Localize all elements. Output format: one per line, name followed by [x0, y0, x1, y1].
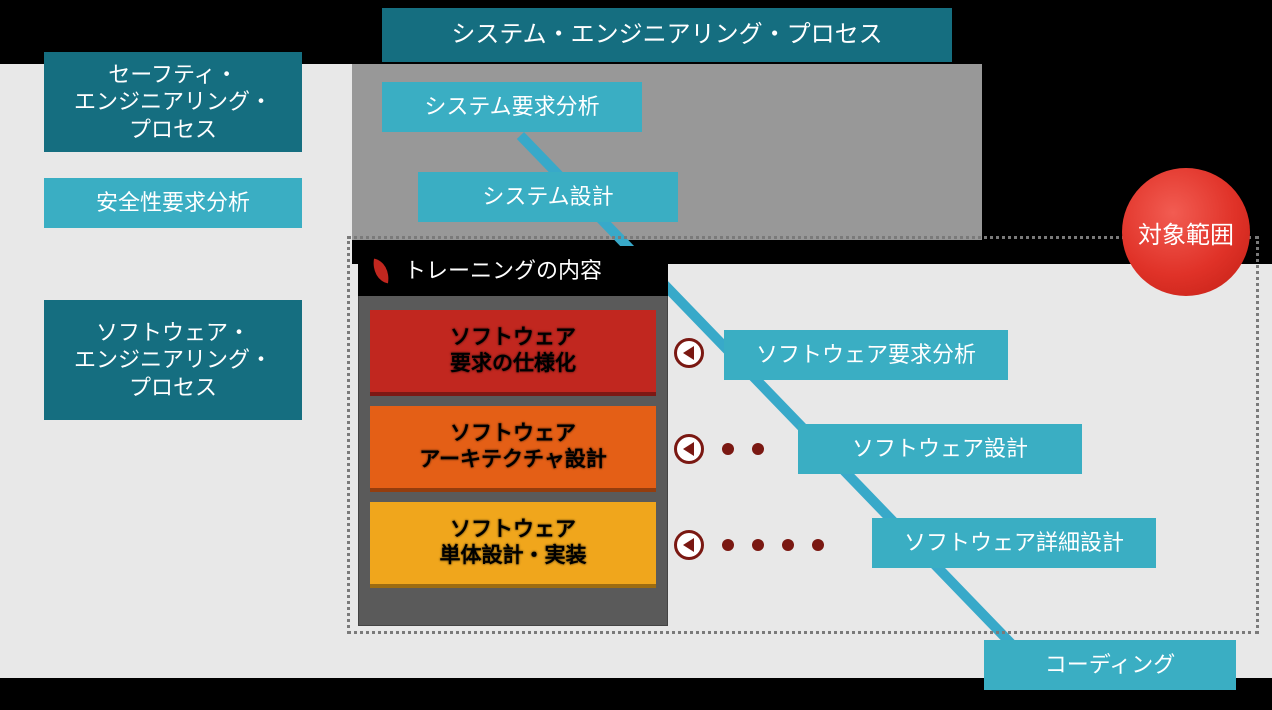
connector-dot: [722, 443, 734, 455]
software-detailed-design-box: ソフトウェア詳細設計: [872, 518, 1156, 568]
connector-dot: [722, 539, 734, 551]
system-eng-process-header: システム・エンジニアリング・プロセス: [382, 8, 952, 62]
training-item-1-text: ソフトウェア 要求の仕様化: [450, 325, 576, 378]
scope-badge-label: 対象範囲: [1138, 215, 1234, 250]
training-item-requirements: ソフトウェア 要求の仕様化: [370, 310, 656, 396]
system-req-analysis-box: システム要求分析: [382, 82, 642, 132]
connector-dot: [782, 539, 794, 551]
connector-dot: [752, 539, 764, 551]
connector-dot: [812, 539, 824, 551]
training-header: トレーニングの内容: [358, 246, 668, 296]
coding-box: コーディング: [984, 640, 1236, 690]
software-eng-process-box: ソフトウェア・ エンジニアリング・ プロセス: [44, 300, 302, 420]
software-eng-process-text: ソフトウェア・ エンジニアリング・ プロセス: [74, 319, 272, 402]
system-design-box: システム設計: [418, 172, 678, 222]
training-item-architecture: ソフトウェア アーキテクチャ設計: [370, 406, 656, 492]
safety-req-analysis-label: 安全性要求分析: [96, 189, 250, 217]
software-design-box: ソフトウェア設計: [798, 424, 1082, 474]
arrow-icon: [674, 434, 704, 464]
leaf-icon: [370, 259, 392, 284]
scope-badge: 対象範囲: [1122, 168, 1250, 296]
software-req-analysis-box: ソフトウェア要求分析: [724, 330, 1008, 380]
safety-eng-process-text: セーフティ・ エンジニアリング・ プロセス: [74, 61, 272, 144]
arrow-icon: [674, 338, 704, 368]
diagram-canvas: システム・エンジニアリング・プロセス セーフティ・ エンジニアリング・ プロセス…: [0, 0, 1272, 710]
training-item-unit: ソフトウェア 単体設計・実装: [370, 502, 656, 588]
safety-req-analysis-box: 安全性要求分析: [44, 178, 302, 228]
system-eng-process-label: システム・エンジニアリング・プロセス: [451, 20, 882, 50]
training-item-2-text: ソフトウェア アーキテクチャ設計: [419, 421, 607, 474]
connector-dot: [752, 443, 764, 455]
training-item-3-text: ソフトウェア 単体設計・実装: [440, 517, 587, 570]
training-header-label: トレーニングの内容: [404, 257, 602, 285]
arrow-icon: [674, 530, 704, 560]
safety-eng-process-box: セーフティ・ エンジニアリング・ プロセス: [44, 52, 302, 152]
